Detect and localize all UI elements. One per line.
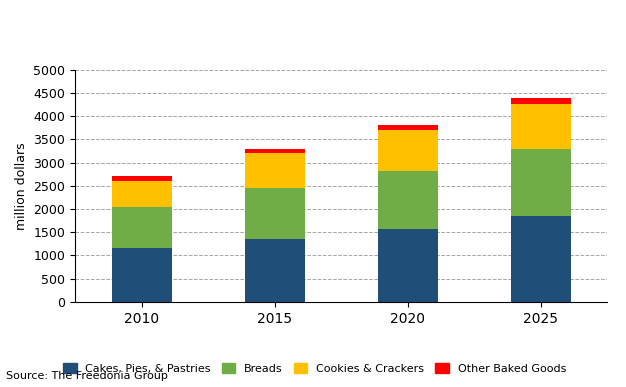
Bar: [377, 125, 438, 130]
Text: Freedonia: Freedonia: [516, 22, 585, 36]
Bar: [377, 130, 438, 171]
Bar: [511, 98, 571, 104]
Bar: [111, 176, 172, 181]
Bar: [377, 171, 438, 229]
Bar: [111, 181, 172, 207]
Bar: [511, 104, 571, 149]
Text: Baked Goods Packaging Demand by Application, 2010 – 2025 (million dollars): Baked Goods Packaging Demand by Applicat…: [6, 20, 613, 34]
Bar: [245, 153, 305, 188]
Legend: Cakes, Pies, & Pastries, Breads, Cookies & Crackers, Other Baked Goods: Cakes, Pies, & Pastries, Breads, Cookies…: [59, 358, 570, 378]
Bar: [245, 149, 305, 153]
Bar: [111, 207, 172, 248]
Y-axis label: million dollars: million dollars: [15, 142, 28, 229]
Text: Source: The Freedonia Group: Source: The Freedonia Group: [6, 371, 168, 381]
Bar: [377, 229, 438, 302]
Bar: [511, 149, 571, 216]
Bar: [245, 188, 305, 239]
Bar: [511, 216, 571, 302]
Bar: [245, 239, 305, 302]
Bar: [111, 248, 172, 302]
